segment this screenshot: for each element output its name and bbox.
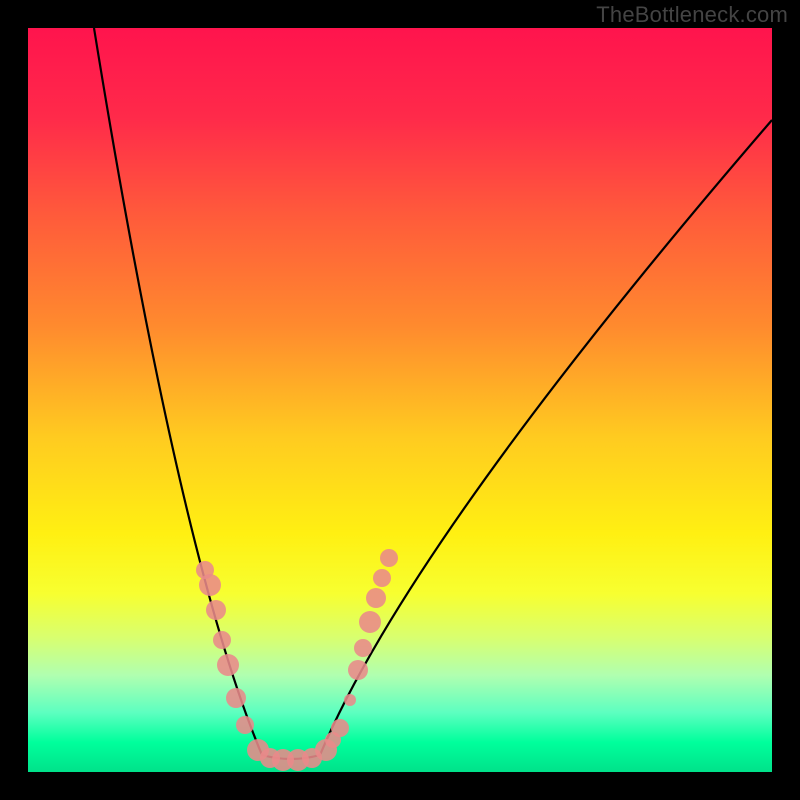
gradient-background	[28, 28, 772, 772]
data-marker	[359, 611, 381, 633]
data-marker	[366, 588, 386, 608]
data-marker	[199, 574, 221, 596]
chart-svg	[0, 0, 800, 800]
data-marker	[348, 660, 368, 680]
data-marker	[344, 694, 356, 706]
data-marker	[226, 688, 246, 708]
data-marker	[354, 639, 372, 657]
data-marker	[236, 716, 254, 734]
data-marker	[325, 732, 341, 748]
data-marker	[373, 569, 391, 587]
data-marker	[380, 549, 398, 567]
data-marker	[213, 631, 231, 649]
data-marker	[206, 600, 226, 620]
chart-container: TheBottleneck.com	[0, 0, 800, 800]
data-marker	[217, 654, 239, 676]
watermark-text: TheBottleneck.com	[596, 2, 788, 28]
